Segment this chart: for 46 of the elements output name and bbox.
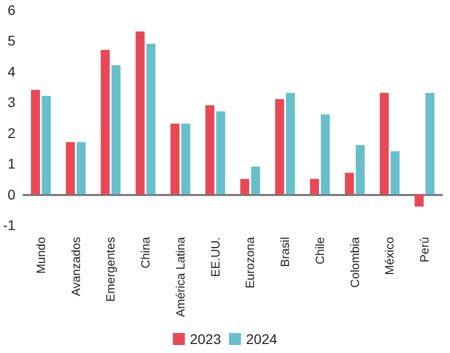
x-tick-label: Perú <box>418 237 432 262</box>
bar <box>320 114 330 194</box>
y-tick-label: 2 <box>8 124 16 141</box>
y-tick-label: 3 <box>8 94 16 110</box>
bar <box>146 44 156 194</box>
y-tick-label: 5 <box>8 32 16 49</box>
x-tick-label: China <box>138 236 153 268</box>
bar <box>76 142 86 194</box>
x-tick-label: Colombia <box>348 236 362 288</box>
bar <box>251 166 260 194</box>
x-tick-label: América Latina <box>173 236 188 318</box>
bar <box>205 105 214 194</box>
x-tick-label: México <box>382 236 397 276</box>
bar <box>112 65 121 194</box>
bar <box>414 194 424 207</box>
bar <box>356 145 365 194</box>
bar <box>275 99 284 194</box>
y-tick-label: -1 <box>2 217 16 233</box>
bar <box>286 92 295 194</box>
y-tick-label: 6 <box>8 2 16 18</box>
bar <box>425 92 434 194</box>
x-tick-label: Emergentes <box>104 237 118 302</box>
bar <box>390 151 400 194</box>
bar <box>66 142 75 194</box>
bar <box>240 178 250 194</box>
bar <box>181 124 190 194</box>
bar <box>30 90 40 194</box>
x-tick-label: Mundo <box>34 236 48 274</box>
x-tick-label: Chile <box>312 236 327 264</box>
y-tick-label: 1 <box>8 156 16 172</box>
legend-label: 2024 <box>246 331 278 347</box>
bar <box>170 124 180 194</box>
bar <box>100 50 110 194</box>
x-tick-label: Avanzados <box>68 237 83 296</box>
x-tick-label: EE.UU. <box>208 237 222 278</box>
bar <box>380 92 389 194</box>
bar <box>136 32 145 194</box>
bar <box>310 178 320 194</box>
legend-label: 2023 <box>190 331 222 347</box>
bar <box>42 96 51 194</box>
x-tick-label: Eurozona <box>243 236 258 288</box>
y-tick-label: 0 <box>8 186 16 202</box>
x-tick-label: Brasil <box>278 237 292 268</box>
y-tick-label: 4 <box>8 63 16 80</box>
bar <box>344 172 354 194</box>
bar <box>216 111 226 194</box>
